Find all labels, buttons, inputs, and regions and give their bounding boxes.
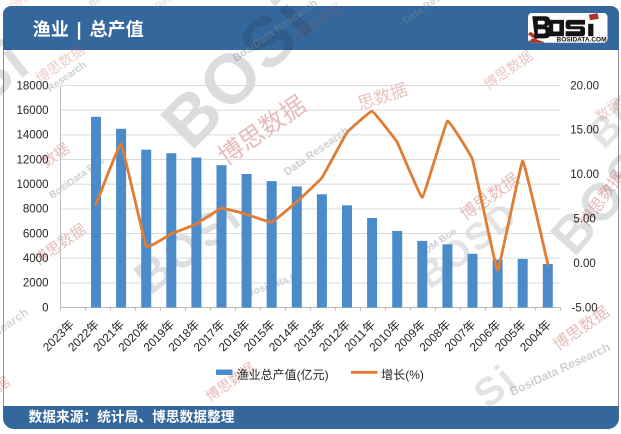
- svg-text:0: 0: [42, 302, 48, 314]
- svg-text:(: (: [297, 368, 301, 382]
- svg-text:2006: 2006: [467, 325, 496, 354]
- svg-text:18000: 18000: [17, 80, 49, 92]
- svg-text:20.00: 20.00: [570, 80, 599, 92]
- svg-text:2005: 2005: [492, 325, 521, 354]
- svg-text:5.00: 5.00: [573, 214, 595, 226]
- svg-text:2016: 2016: [216, 325, 245, 354]
- svg-text:2013: 2013: [291, 325, 320, 354]
- svg-text:2008: 2008: [417, 325, 446, 354]
- svg-text:4000: 4000: [23, 253, 49, 265]
- svg-text:2004: 2004: [517, 325, 546, 354]
- svg-text:2010: 2010: [366, 325, 395, 354]
- svg-text:10000: 10000: [17, 179, 49, 191]
- svg-text:2019: 2019: [140, 326, 168, 354]
- svg-text:2022: 2022: [65, 326, 93, 354]
- svg-text:2007: 2007: [442, 326, 470, 354]
- svg-text:2014: 2014: [266, 325, 295, 354]
- svg-text:2012: 2012: [316, 326, 344, 354]
- svg-text:2000: 2000: [23, 278, 49, 290]
- svg-text:2011: 2011: [341, 326, 369, 354]
- svg-text:2020: 2020: [115, 325, 144, 354]
- svg-text:15.00: 15.00: [570, 125, 599, 137]
- svg-text:14000: 14000: [17, 130, 49, 142]
- svg-text:0.00: 0.00: [573, 258, 595, 270]
- svg-text:10.00: 10.00: [570, 169, 599, 181]
- svg-text:6000: 6000: [23, 228, 49, 240]
- svg-text:): ): [325, 368, 329, 382]
- svg-text:2017: 2017: [191, 326, 219, 354]
- svg-text:16000: 16000: [17, 105, 49, 117]
- svg-text:2018: 2018: [166, 325, 195, 354]
- svg-text:BOSIDATA.COM: BOSIDATA.COM: [557, 36, 607, 43]
- svg-text:2009: 2009: [391, 326, 419, 354]
- svg-text:12000: 12000: [17, 154, 49, 166]
- svg-text:2021: 2021: [90, 326, 118, 354]
- svg-text:8000: 8000: [23, 204, 49, 216]
- svg-text:2023: 2023: [40, 325, 69, 354]
- svg-text:2015: 2015: [241, 325, 270, 354]
- svg-text:-5.00: -5.00: [571, 302, 597, 314]
- svg-text:(%): (%): [405, 368, 424, 382]
